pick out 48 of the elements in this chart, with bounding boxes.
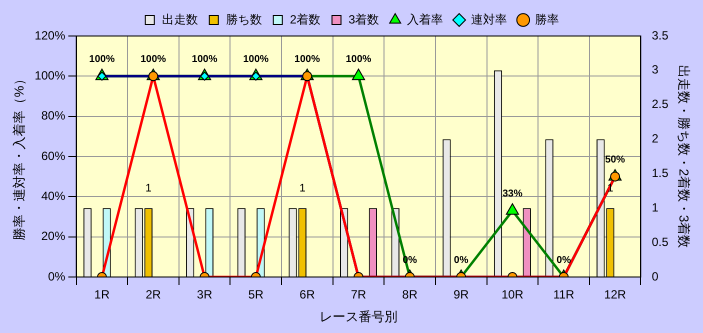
y2-tick-label: 0.5 — [652, 234, 669, 249]
data-label: 0% — [454, 254, 468, 266]
data-label: 100% — [192, 54, 218, 65]
y-tick-label: 100% — [34, 68, 66, 82]
x-axis-title: レース番号別 — [320, 308, 398, 324]
y2-axis-title: 出走数・勝ち数・2着数・3着数 — [676, 64, 692, 248]
y2-tick-label: 2 — [652, 132, 659, 146]
x-tick-label: 1R — [94, 288, 110, 302]
y-tick-label: 80% — [41, 108, 66, 123]
legend-label: 出走数 — [162, 12, 198, 26]
y2-tick-label: 1 — [652, 200, 659, 214]
data-label: 33% — [502, 188, 523, 200]
legend-label: 2着数 — [290, 12, 321, 26]
data-label: 50% — [605, 154, 626, 166]
x-tick-label: 11R — [553, 288, 575, 302]
data-label: 100% — [346, 54, 372, 65]
x-tick-label: 7R — [350, 288, 367, 302]
data-label: 100% — [89, 54, 115, 65]
y-axis-title: 勝率・連対率・入着率（%） — [11, 72, 26, 240]
y2-tick-label: 1.5 — [652, 166, 669, 180]
x-tick-label: 12R — [604, 288, 626, 302]
x-tick-label: 6R — [300, 288, 316, 302]
data-label: 1 — [299, 182, 306, 195]
y-tick-label: 120% — [34, 28, 66, 42]
data-label: 0% — [556, 254, 572, 266]
x-tick-label: 2R — [146, 288, 162, 302]
y2-tick-label: 3 — [652, 62, 659, 77]
y-tick-label: 0% — [48, 269, 66, 284]
data-label: 1 — [145, 182, 152, 195]
y2-tick-label: 2.5 — [652, 97, 669, 112]
y-tick-label: 60% — [41, 148, 66, 163]
legend-label: 3着数 — [348, 12, 380, 26]
x-tick-label: 9R — [453, 288, 470, 302]
legend-label: 入着率 — [407, 12, 444, 26]
data-label: 100% — [140, 54, 166, 65]
y-tick-label: 20% — [41, 229, 66, 244]
data-label: 100% — [243, 54, 269, 65]
x-tick-label: 5R — [248, 288, 264, 302]
legend-label: 勝ち数 — [226, 12, 262, 26]
y2-tick-label: 3.5 — [652, 28, 669, 42]
x-tick-label: 10R — [501, 288, 524, 302]
legend-label: 勝率 — [535, 12, 560, 26]
y2-tick-label: 0 — [652, 269, 659, 284]
legend-label: 連対率 — [471, 12, 508, 26]
x-tick-label: 8R — [402, 288, 418, 302]
y-tick-label: 40% — [41, 188, 66, 203]
x-tick-label: 3R — [196, 288, 213, 302]
data-label: 100% — [294, 54, 320, 65]
